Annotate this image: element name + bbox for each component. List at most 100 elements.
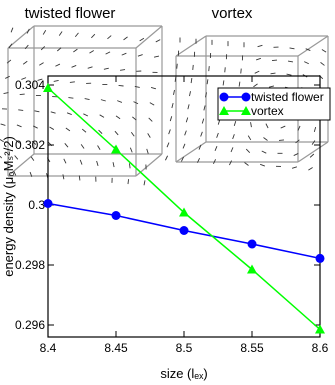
vector-arrow <box>206 79 209 85</box>
vector-arrow <box>97 145 101 151</box>
vector-arrow <box>31 140 37 145</box>
vector-arrow <box>114 130 119 136</box>
vector-arrow <box>253 83 258 88</box>
vector-arrow <box>39 62 44 66</box>
vector-arrow <box>69 81 75 83</box>
vector-arrow <box>91 33 96 39</box>
vector-arrow <box>98 129 103 134</box>
vector-arrow <box>78 175 81 181</box>
vector-arrow <box>129 163 131 169</box>
vector-arrow <box>55 63 61 67</box>
vector-arrow <box>216 132 219 138</box>
data-point <box>179 226 189 235</box>
vector-arrow <box>30 156 35 161</box>
vector-arrow <box>200 131 203 137</box>
vector-arrow <box>205 92 207 98</box>
vector-arrow <box>213 159 216 165</box>
vector-arrow <box>112 162 115 168</box>
vector-arrow <box>268 85 275 88</box>
x-tick-label: 8.6 <box>312 341 329 355</box>
vector-arrow <box>107 35 112 40</box>
vector-arrow <box>40 46 46 51</box>
vector-arrow <box>166 142 170 148</box>
vector-arrow <box>137 54 143 57</box>
cube-edge <box>175 35 207 57</box>
vector-arrow <box>313 126 317 132</box>
vector-arrow <box>230 147 234 153</box>
vector-arrow <box>289 47 295 50</box>
vector-arrow <box>68 97 74 99</box>
vector-arrow <box>297 125 301 131</box>
y-axis-label: energy density (μ₀Mₛ²/2) <box>1 136 16 277</box>
vector-arrow <box>232 134 235 140</box>
vector-arrow <box>84 98 90 101</box>
vector-arrow <box>229 160 232 166</box>
vector-arrow <box>321 49 327 53</box>
vector-arrow <box>26 28 30 34</box>
data-point <box>43 83 53 92</box>
cube-edge <box>175 141 207 163</box>
vector-arrow <box>58 31 63 36</box>
vector-arrow <box>217 119 221 125</box>
vector-arrow <box>184 130 187 136</box>
vector-arrow <box>115 115 121 120</box>
cube <box>0 25 163 186</box>
vector-arrow <box>29 171 33 177</box>
vector-arrow <box>127 179 130 185</box>
vector-arrow <box>49 126 55 130</box>
vector-arrow <box>134 86 140 88</box>
x-tick-label: 8.4 <box>40 341 57 355</box>
vector-arrow <box>305 48 311 51</box>
vector-arrow <box>309 153 315 158</box>
vector-arrow <box>174 76 177 82</box>
vector-arrow <box>149 102 155 106</box>
vector-arrow <box>0 155 3 159</box>
y-tick-label: 0.304 <box>15 78 45 92</box>
vector-arrow <box>169 116 173 122</box>
vector-arrow <box>263 137 268 141</box>
x-tick-label: 8.55 <box>240 341 264 355</box>
data-point <box>219 106 229 115</box>
panel-label: vortex <box>212 5 253 22</box>
vector-arrow <box>261 150 267 154</box>
vector-arrow <box>64 143 69 148</box>
vector-arrow <box>5 75 10 79</box>
cube-edge <box>7 25 35 49</box>
legend-label: vortex <box>251 104 284 118</box>
vector-arrow <box>0 138 4 143</box>
vector-arrow <box>53 79 59 82</box>
vector-arrow <box>50 111 56 114</box>
vector-arrow <box>265 123 269 129</box>
vector-arrow <box>62 174 65 180</box>
cube-edge <box>135 25 163 49</box>
vector-arrow <box>222 80 225 86</box>
vector-arrow <box>143 180 146 186</box>
vector-arrow <box>244 162 249 166</box>
vector-arrow <box>129 147 133 153</box>
data-point <box>179 207 189 217</box>
vector-arrow <box>139 37 145 42</box>
vector-arrow <box>155 39 161 43</box>
vector-arrow <box>147 133 151 138</box>
vector-arrow <box>287 60 294 63</box>
y-tick-label: 0.3 <box>28 198 45 212</box>
vector-arrow <box>198 144 202 150</box>
data-point <box>43 199 53 208</box>
vector-arrow <box>33 125 38 129</box>
vector-arrow <box>247 135 252 141</box>
vector-arrow <box>73 48 78 53</box>
vector-arrow <box>21 77 27 80</box>
vector-arrow <box>171 103 174 109</box>
vector-arrow <box>8 43 13 49</box>
legend-label: twisted flower <box>251 90 324 104</box>
data-point <box>111 211 121 220</box>
data-point <box>315 253 325 263</box>
data-point <box>219 92 229 102</box>
vector-arrow <box>165 155 168 161</box>
vector-arrow <box>42 30 47 35</box>
vector-arrow <box>19 93 25 96</box>
vector-arrow <box>56 47 62 52</box>
data-point <box>241 92 251 102</box>
data-point <box>241 106 251 115</box>
